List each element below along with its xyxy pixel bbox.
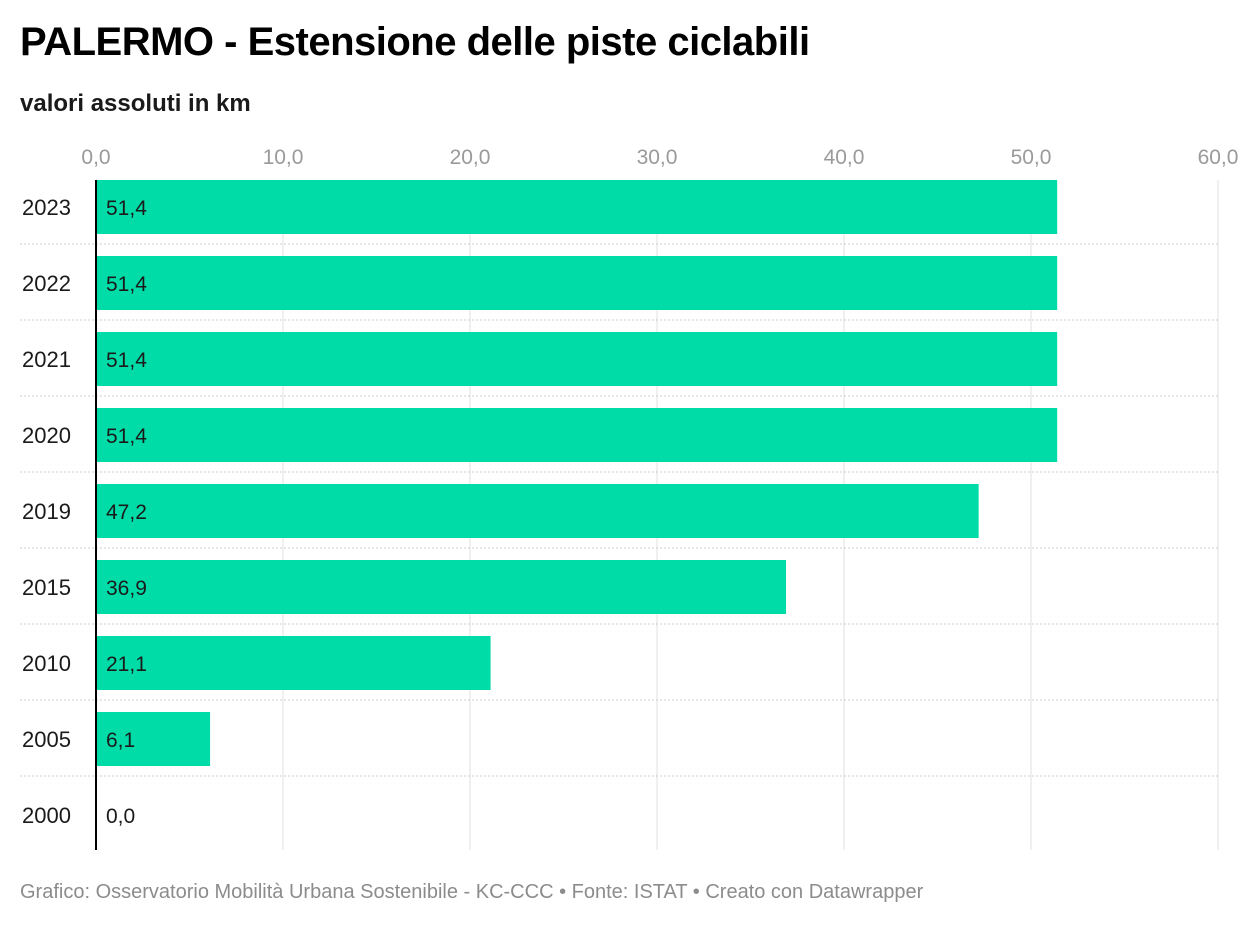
value-label: 51,4 — [106, 425, 147, 448]
x-tick-label: 40,0 — [824, 146, 865, 169]
bar-2005 — [96, 712, 211, 766]
x-axis-ticks: 0,0 10,0 20,0 30,0 40,0 50,0 60,0 — [81, 146, 1238, 169]
value-label: 51,4 — [106, 197, 147, 220]
x-tick-label: 10,0 — [263, 146, 304, 169]
category-label: 2019 — [22, 499, 71, 524]
chart-footer: Grafico: Osservatorio Mobilità Urbana So… — [20, 881, 924, 903]
value-label: 21,1 — [106, 653, 147, 676]
category-label: 2010 — [22, 651, 71, 676]
chart-title: PALERMO - Estensione delle piste ciclabi… — [20, 20, 810, 64]
category-label: 2015 — [22, 575, 71, 600]
value-label: 0,0 — [106, 805, 135, 828]
x-tick-label: 0,0 — [81, 146, 110, 169]
y-axis-categories: 2023 2022 2021 2020 2019 2015 2010 2005 2000 — [22, 195, 71, 828]
x-tick-label: 30,0 — [637, 146, 678, 169]
value-label: 51,4 — [106, 349, 147, 372]
value-label: 51,4 — [106, 273, 147, 296]
category-label: 2005 — [22, 727, 71, 752]
category-label: 2023 — [22, 195, 71, 220]
bar-chart: 0,0 10,0 20,0 30,0 40,0 50,0 60,0 2023 2022 2021… — [20, 146, 1238, 850]
x-tick-label: 20,0 — [450, 146, 491, 169]
value-label: 36,9 — [106, 577, 147, 600]
bar-2022 — [96, 256, 1058, 310]
category-label: 2000 — [22, 803, 71, 828]
value-label: 6,1 — [106, 729, 135, 752]
bar-2021 — [96, 332, 1058, 386]
x-tick-label: 60,0 — [1198, 146, 1239, 169]
chart-subtitle: valori assoluti in km — [20, 90, 251, 117]
value-label: 47,2 — [106, 501, 147, 524]
bar-2023 — [96, 180, 1058, 234]
category-label: 2020 — [22, 423, 71, 448]
bars — [96, 180, 1058, 766]
bar-2019 — [96, 484, 979, 538]
category-label: 2022 — [22, 271, 71, 296]
bar-2015 — [96, 560, 787, 614]
bar-2020 — [96, 408, 1058, 462]
value-labels: 51,4 51,4 51,4 51,4 47,2 36,9 21,1 6,1 0,0 — [106, 197, 147, 828]
x-tick-label: 50,0 — [1011, 146, 1052, 169]
category-label: 2021 — [22, 347, 71, 372]
bar-2010 — [96, 636, 491, 690]
